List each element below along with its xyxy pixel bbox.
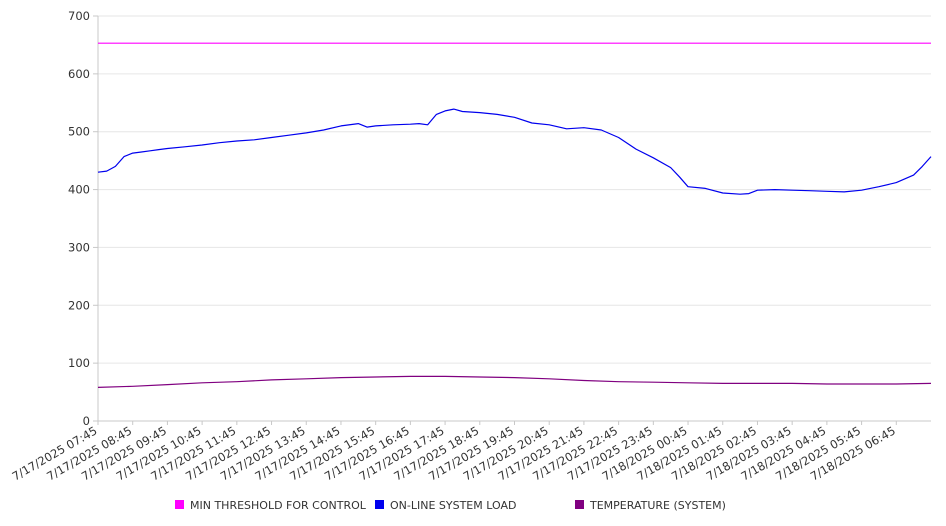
chart-grid xyxy=(98,15,931,422)
legend-swatch xyxy=(575,500,584,509)
y-tick-label: 200 xyxy=(68,298,90,312)
y-tick-label: 400 xyxy=(68,183,90,197)
series-line-2 xyxy=(97,375,932,388)
legend-swatch xyxy=(175,500,184,509)
chart-legend: MIN THRESHOLD FOR CONTROL ON-LINE SYSTEM … xyxy=(175,499,726,512)
y-tick-label: 600 xyxy=(68,67,90,81)
legend-label: TEMPERATURE (SYSTEM) xyxy=(589,499,726,512)
legend-swatch xyxy=(375,500,384,509)
y-tick-label: 300 xyxy=(68,240,90,254)
series-line-1 xyxy=(97,108,932,195)
y-tick-label: 0 xyxy=(83,414,90,428)
legend-label: ON-LINE SYSTEM LOAD xyxy=(390,499,516,512)
y-tick-label: 100 xyxy=(68,356,90,370)
legend-label: MIN THRESHOLD FOR CONTROL xyxy=(190,499,367,512)
y-tick-label: 500 xyxy=(68,125,90,139)
y-axis-ticks: 0 100 200 300 400 500 600 700 xyxy=(68,9,98,428)
x-axis-ticks: 7/17/2025 07:457/17/2025 08:457/17/2025 … xyxy=(10,421,898,483)
chart-axes xyxy=(97,16,931,422)
chart-series xyxy=(97,42,932,388)
y-tick-label: 700 xyxy=(68,9,90,23)
